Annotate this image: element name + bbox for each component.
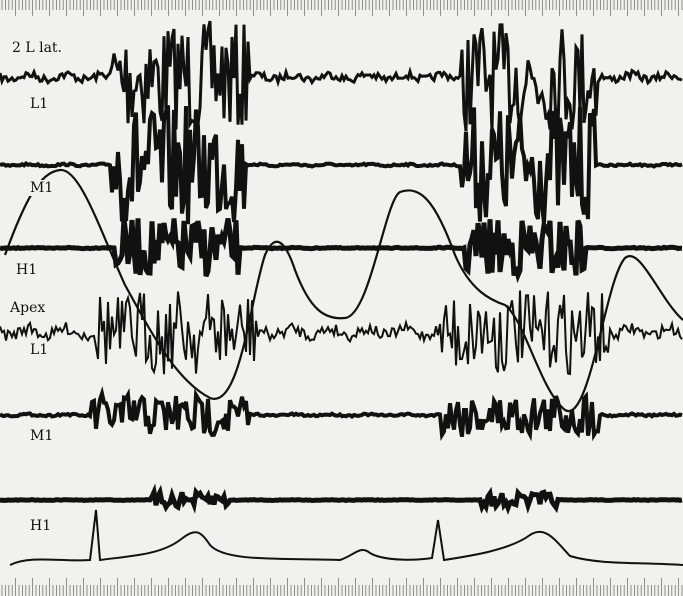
channel-label: M1: [28, 428, 56, 444]
channel-trace: [0, 217, 683, 284]
channel-trace: [0, 483, 683, 515]
channel-label: L1: [28, 342, 51, 358]
channel-trace: [0, 290, 683, 376]
channel-trace: [0, 104, 683, 225]
channel-label: Apex: [8, 300, 48, 316]
channel-label: H1: [14, 262, 40, 278]
pulse-curve: [3, 168, 683, 413]
carotid-curve: [9, 509, 683, 566]
channel-trace: [0, 20, 683, 133]
channel-label: 2 L lat.: [10, 40, 65, 56]
channel-trace: [0, 386, 683, 442]
channel-label: L1: [28, 96, 51, 112]
channel-label: H1: [28, 518, 54, 534]
channel-label: M1: [28, 180, 56, 196]
